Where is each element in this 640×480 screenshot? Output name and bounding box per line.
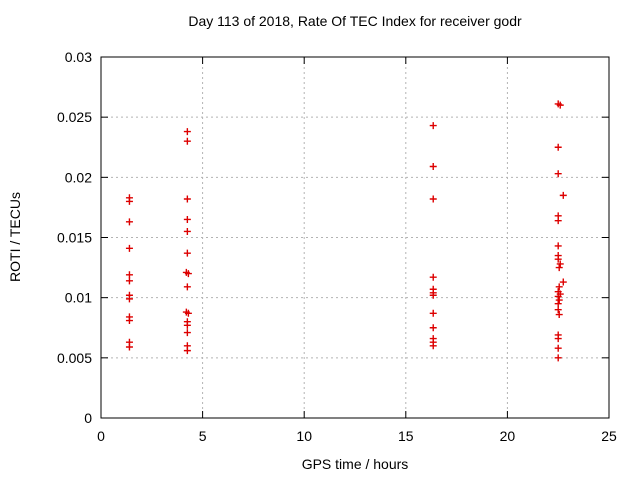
x-tick-label: 10 [296, 428, 312, 444]
y-tick-label: 0.01 [65, 290, 92, 306]
data-point-marker [429, 122, 437, 130]
data-point-marker [555, 283, 563, 291]
y-tick-label: 0.005 [57, 350, 92, 366]
data-point-marker [183, 329, 191, 337]
data-point-marker [183, 215, 191, 223]
data-point-marker [184, 309, 192, 317]
data-point-marker [555, 264, 563, 272]
data-point-marker [554, 143, 562, 151]
data-point-marker [125, 244, 133, 252]
data-point-marker [559, 278, 567, 286]
x-axis-title: GPS time / hours [301, 456, 409, 472]
data-point-marker [554, 335, 562, 343]
y-tick-label: 0.025 [57, 109, 92, 125]
data-point-marker [556, 260, 564, 268]
y-tick-label: 0.02 [65, 169, 92, 185]
data-point-marker [184, 270, 192, 278]
data-point-marker [556, 101, 564, 109]
y-tick-label: 0.03 [65, 49, 92, 65]
data-point-marker [125, 197, 133, 205]
data-point-marker [554, 306, 562, 314]
y-tick-label: 0.015 [57, 230, 92, 246]
data-point-marker [429, 291, 437, 299]
data-point-marker [554, 255, 562, 263]
x-tick-label: 5 [199, 428, 207, 444]
data-point-marker [554, 292, 562, 300]
x-tick-label: 0 [97, 428, 105, 444]
data-point-marker [554, 217, 562, 225]
x-tick-label: 20 [500, 428, 516, 444]
data-point-marker [555, 311, 563, 319]
y-tick-label: 0 [84, 410, 92, 426]
data-point-marker [429, 342, 437, 350]
data-point-marker [183, 195, 191, 203]
data-point-marker [125, 343, 133, 351]
x-tick-label: 25 [601, 428, 617, 444]
data-point-marker [183, 137, 191, 145]
data-point-marker [125, 277, 133, 285]
data-point-marker [125, 218, 133, 226]
x-tick-label: 15 [398, 428, 414, 444]
data-point-marker [183, 227, 191, 235]
data-point-marker [555, 296, 563, 304]
data-point-marker [554, 170, 562, 178]
data-point-marker [183, 249, 191, 257]
data-point-marker [125, 317, 133, 325]
data-point-marker [554, 300, 562, 308]
data-point-marker [429, 273, 437, 281]
data-point-marker [429, 163, 437, 171]
data-point-marker [183, 128, 191, 136]
chart-title: Day 113 of 2018, Rate Of TEC Index for r… [188, 13, 522, 29]
data-point-marker [429, 195, 437, 203]
data-point-marker [183, 321, 191, 329]
data-point-marker [554, 242, 562, 250]
data-point-marker [429, 309, 437, 317]
data-point-marker [183, 347, 191, 355]
data-point-marker [125, 295, 133, 303]
data-point-marker [183, 283, 191, 291]
data-point-marker [429, 324, 437, 332]
data-point-marker [559, 191, 567, 199]
data-point-marker [554, 354, 562, 362]
data-point-marker [554, 344, 562, 352]
data-point-marker [125, 271, 133, 279]
